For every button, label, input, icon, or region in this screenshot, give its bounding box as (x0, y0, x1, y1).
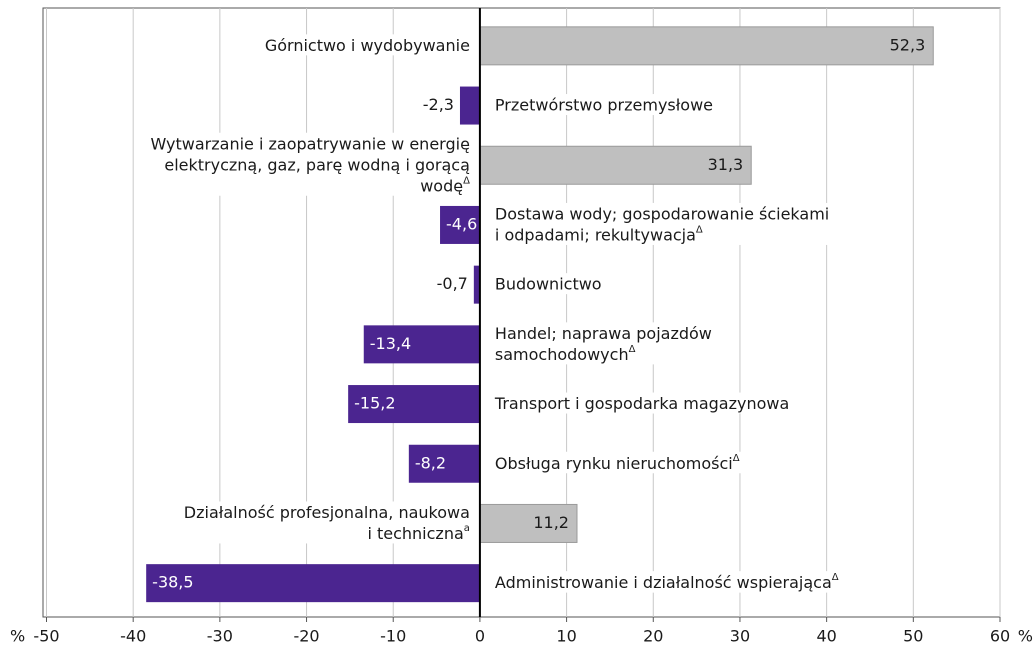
category-note: a (464, 523, 470, 534)
category-label: Budownictwo (495, 274, 602, 293)
category-note: Δ (696, 224, 703, 235)
x-tick-label: 20 (643, 627, 663, 646)
label-background (490, 451, 744, 474)
x-tick-label: 50 (903, 627, 923, 646)
bar (408, 444, 480, 483)
category-label: Dostawa wody; gospodarowanie ściekami i o… (495, 204, 829, 244)
category-line: i odpadami; rekultywacja (495, 225, 696, 244)
label-background (179, 501, 474, 544)
labels: Górnictwo i wydobywanie Przetwórstwo prze… (146, 34, 843, 593)
x-tick-label: -50 (33, 627, 59, 646)
category-label: Wytwarzanie i zaopatrywanie w energię ele… (150, 134, 470, 195)
label-background (490, 94, 718, 116)
x-tick-label: 60 (990, 627, 1010, 646)
x-tick-label: 10 (556, 627, 576, 646)
bar (363, 325, 480, 364)
label-background (260, 34, 474, 56)
x-tick-label: 0 (475, 627, 485, 646)
label-background (490, 273, 606, 295)
bar (459, 86, 480, 125)
category-line: Działalność profesjonalna, naukowa (184, 502, 470, 521)
value-label: -4,6 (446, 214, 477, 233)
value-label: -15,2 (354, 394, 395, 413)
bar (348, 385, 480, 424)
label-background (490, 571, 843, 593)
category-line: elektryczną, gaz, parę wodną i gorącą (164, 155, 470, 174)
value-label: 11,2 (533, 513, 569, 532)
category-line: Administrowanie i działalność wspierając… (495, 573, 832, 592)
value-label: 31,3 (708, 155, 744, 174)
category-label: Działalność profesjonalna, naukowa i tech… (184, 502, 470, 542)
category-line: wodę (420, 176, 463, 195)
label-background (490, 202, 834, 245)
value-label: 52,3 (890, 35, 926, 54)
category-line: Budownictwo (495, 274, 602, 293)
category-note: Δ (463, 175, 470, 186)
category-label: Handel; naprawa pojazdów samochodowychΔ (495, 323, 712, 363)
category-line: Przetwórstwo przemysłowe (495, 95, 713, 114)
category-label: Obsługa rynku nieruchomościΔ (495, 453, 740, 473)
category-line: Obsługa rynku nieruchomości (495, 453, 733, 472)
category-note: Δ (629, 344, 636, 355)
category-label: Administrowanie i działalność wspierając… (495, 572, 839, 592)
category-line: Dostawa wody; gospodarowanie ściekami (495, 204, 829, 223)
x-unit-left: % (10, 627, 25, 646)
x-unit-right: % (1018, 627, 1033, 646)
category-line: Transport i gospodarka magazynowa (494, 394, 789, 413)
value-label: -38,5 (152, 573, 193, 592)
bar (440, 205, 480, 244)
value-label: -2,3 (423, 95, 454, 114)
category-label: Górnictwo i wydobywanie (265, 35, 470, 54)
label-background (489, 392, 794, 414)
category-label: Transport i gospodarka magazynowa (494, 394, 789, 413)
category-note: Δ (733, 453, 740, 464)
x-tick-label: 30 (730, 627, 750, 646)
category-line: samochodowych (495, 344, 629, 363)
category-line: Wytwarzanie i zaopatrywanie w energię (150, 134, 469, 153)
x-tick-label: -20 (293, 627, 319, 646)
category-line: Handel; naprawa pojazdów (495, 323, 712, 342)
category-note: Δ (832, 572, 839, 583)
label-background (146, 132, 475, 196)
value-label: -8,2 (415, 453, 446, 472)
category-label: Przetwórstwo przemysłowe (495, 95, 713, 114)
value-label: -0,7 (437, 274, 468, 293)
value-label: -13,4 (370, 334, 411, 353)
bar (146, 564, 480, 603)
x-tick-label: -40 (120, 627, 146, 646)
category-line: Górnictwo i wydobywanie (265, 35, 470, 54)
category-line: i techniczna (367, 523, 463, 542)
bar (479, 26, 934, 66)
bar (479, 145, 752, 185)
bar (473, 265, 480, 304)
x-tick-label: -10 (380, 627, 406, 646)
label-background (490, 322, 716, 365)
x-tick-label: -30 (207, 627, 233, 646)
x-tick-label: 40 (816, 627, 836, 646)
